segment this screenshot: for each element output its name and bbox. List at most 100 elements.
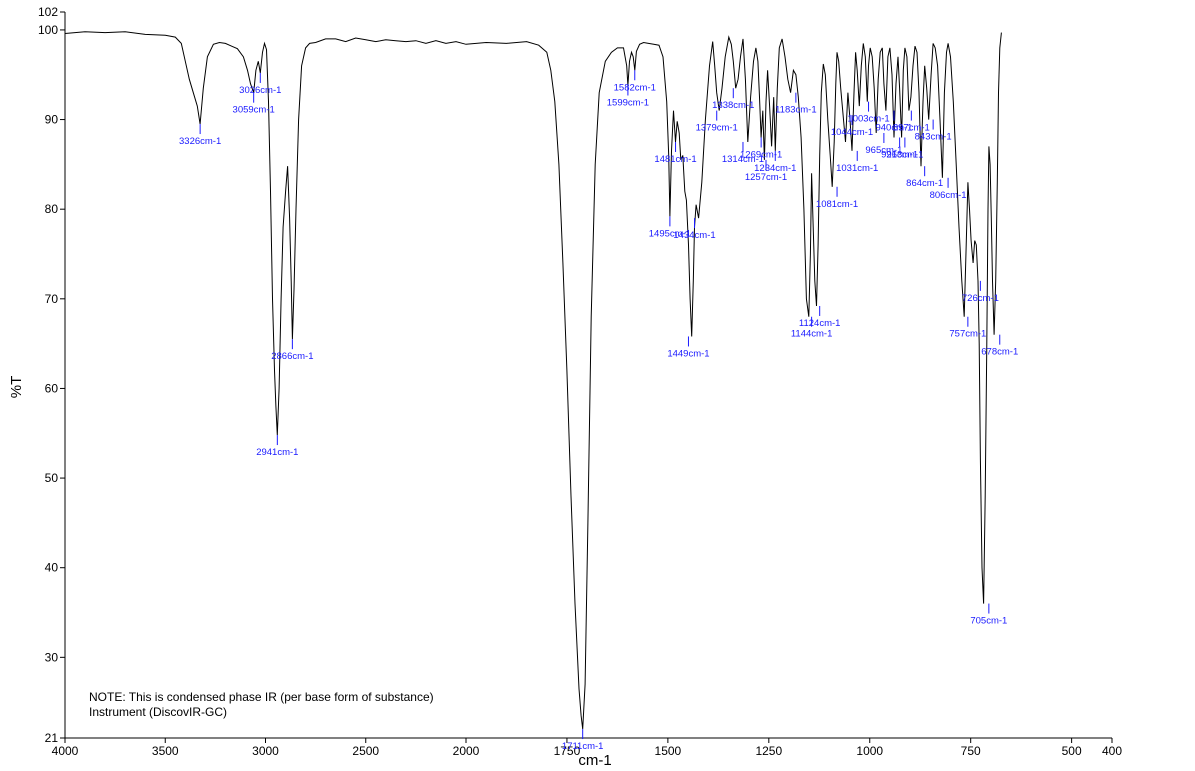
peak-label-text: 806cm-1 [930, 190, 967, 201]
y-tick-label: 50 [45, 471, 59, 485]
peak-label: 940cm-1 [875, 110, 912, 134]
x-axis-title: cm-1 [578, 752, 611, 769]
peak-label-text: 864cm-1 [906, 178, 943, 189]
peak-label-text: 1031cm-1 [836, 163, 878, 174]
peak-label: 1379cm-1 [696, 110, 738, 134]
peak-label: 1183cm-1 [775, 92, 817, 116]
peak-label: 3059cm-1 [233, 92, 275, 116]
peak-label-text: 1003cm-1 [847, 114, 889, 125]
y-tick-label: 21 [45, 731, 59, 745]
peak-label-text: 1124cm-1 [799, 318, 841, 329]
peak-label-text: 1481cm-1 [654, 154, 696, 165]
peak-label-text: 2941cm-1 [256, 447, 298, 458]
peak-label-text: 940cm-1 [875, 123, 912, 134]
peak-label-text: 705cm-1 [970, 616, 1007, 627]
y-axis-title: %T [8, 376, 25, 399]
x-tick-label: 3500 [152, 744, 179, 758]
peak-label-text: 965cm-1 [865, 145, 902, 156]
y-tick-label: 80 [45, 202, 59, 216]
note-condensed-phase: NOTE: This is condensed phase IR (per ba… [89, 690, 434, 704]
peak-label-text: 1044cm-1 [831, 127, 873, 138]
peak-label-text: 1449cm-1 [667, 348, 709, 359]
peak-label: 913cm-1 [886, 137, 923, 160]
peak-label: 1257cm-1 [745, 159, 787, 183]
peak-label: 2866cm-1 [271, 339, 313, 362]
peak-label-text: 726cm-1 [962, 293, 999, 304]
peak-label: 1234cm-1 [754, 150, 796, 174]
peak-label: 1481cm-1 [654, 141, 697, 165]
peak-label: 1269cm-1 [740, 137, 782, 160]
peak-label-text: 1144cm-1 [791, 329, 833, 340]
peak-label-text: 1183cm-1 [775, 105, 817, 116]
peak-label: 2941cm-1 [256, 435, 298, 458]
peak-label-text: 757cm-1 [949, 329, 986, 340]
spectrum-line [64, 31, 1002, 730]
x-tick-label: 750 [961, 744, 981, 758]
plot-area [64, 31, 1002, 730]
peak-label: 678cm-1 [981, 334, 1018, 358]
x-tick-label: 1000 [856, 744, 883, 758]
x-tick-label: 1500 [655, 744, 682, 758]
x-tick-label: 1750 [554, 744, 581, 758]
peak-label: 806cm-1 [930, 177, 967, 201]
peak-label-text: 2866cm-1 [271, 351, 313, 362]
y-tick-label: 70 [45, 292, 59, 306]
peak-label: 1582cm-1 [614, 70, 656, 93]
peak-label-text: 1582cm-1 [614, 82, 656, 93]
peak-label-text: 3026cm-1 [239, 85, 281, 96]
peak-label: 1081cm-1 [816, 186, 858, 210]
peak-label-text: 1257cm-1 [745, 172, 787, 183]
peak-label: 864cm-1 [906, 166, 943, 189]
peak-label-text: 1269cm-1 [740, 149, 782, 160]
peak-label: 1338cm-1 [712, 88, 754, 111]
peak-label: 897cm-1 [893, 110, 930, 134]
peak-label-text: 1711cm-1 [562, 741, 604, 752]
peak-label-text: 678cm-1 [981, 347, 1018, 358]
peak-label-text: 1081cm-1 [816, 199, 858, 210]
peak-label: 1044cm-1 [831, 115, 873, 138]
peak-label-text: 897cm-1 [893, 123, 930, 134]
x-tick-label: 2500 [352, 744, 379, 758]
x-tick-label: 3000 [252, 744, 279, 758]
peak-label-text: 913cm-1 [886, 149, 923, 160]
peak-label: 1124cm-1 [799, 305, 841, 329]
peak-label-text: 843cm-1 [915, 132, 952, 143]
peak-labels: 3326cm-1 3059cm-1 3026cm-1 2941cm-1 2866cm-1… [179, 70, 1018, 752]
peak-label-text: 1495cm-1 [649, 228, 691, 239]
peak-label-text: 1234cm-1 [754, 163, 796, 174]
peak-label: 705cm-1 [970, 603, 1007, 627]
y-tick-label: 30 [45, 650, 59, 664]
peak-label: 965cm-1 [865, 133, 902, 156]
peak-label: 843cm-1 [915, 119, 952, 143]
peak-label: 1434cm-1 [673, 218, 716, 241]
y-tick-label: 40 [45, 561, 59, 575]
x-tick-label: 500 [1062, 744, 1082, 758]
peak-label-text: 1314cm-1 [722, 154, 764, 165]
peak-label: 1031cm-1 [836, 150, 878, 174]
peak-label-text: 3326cm-1 [179, 136, 221, 147]
note-instrument: Instrument (DiscovIR-GC) [89, 705, 227, 719]
peak-label: 3326cm-1 [179, 124, 221, 147]
peak-label: 926cm-1 [881, 137, 918, 160]
x-tick-label: 400 [1102, 744, 1122, 758]
y-tick-label: 60 [45, 381, 59, 395]
peak-label: 3026cm-1 [239, 72, 281, 96]
peak-label-text: 1379cm-1 [696, 123, 738, 134]
peak-label: 1144cm-1 [791, 316, 833, 340]
x-tick-label: 2000 [453, 744, 480, 758]
peak-label: 726cm-1 [962, 280, 999, 304]
y-axis: 21 30 40 50 60 70 80 90 100 102 [38, 5, 66, 745]
y-tick-label: 102 [38, 5, 58, 19]
x-axis: 4000 3500 3000 2500 2000 1750 1500 1250 1000 750 5… [52, 737, 1122, 758]
x-tick-label: 1250 [755, 744, 782, 758]
x-tick-label: 4000 [52, 744, 79, 758]
peak-label-text: 1434cm-1 [673, 230, 715, 241]
peak-label: 1003cm-1 [847, 101, 890, 125]
peak-label: 757cm-1 [949, 316, 986, 340]
peak-label: 1599cm-1 [607, 85, 649, 108]
peak-label: 1449cm-1 [667, 336, 710, 359]
y-tick-label: 100 [38, 23, 58, 37]
peak-label: 1711cm-1 [562, 729, 604, 752]
peak-label: 1314cm-1 [722, 141, 764, 165]
